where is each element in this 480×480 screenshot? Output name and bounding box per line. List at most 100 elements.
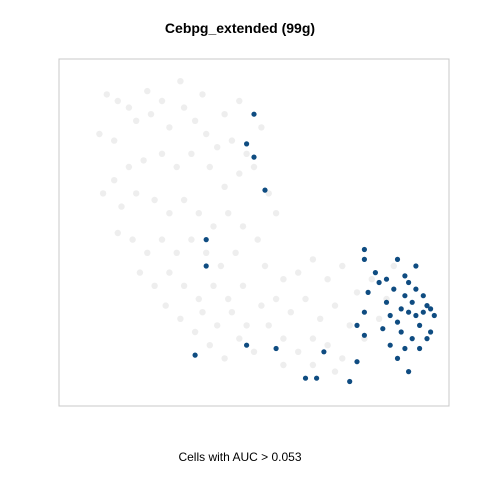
background-point [295, 269, 302, 276]
background-point [147, 111, 155, 118]
highlight-point [387, 312, 393, 319]
background-point [287, 309, 294, 316]
highlight-point [365, 289, 371, 295]
highlight-point [361, 256, 367, 262]
background-point [125, 104, 133, 111]
background-point [166, 124, 173, 131]
highlight-point [321, 349, 327, 355]
highlight-point [424, 303, 430, 309]
background-point [232, 249, 239, 256]
background-point [96, 130, 103, 138]
background-point [272, 210, 280, 217]
highlight-point [347, 378, 353, 385]
background-point [158, 97, 166, 105]
background-point [191, 117, 199, 125]
background-point [258, 302, 265, 309]
background-point [228, 137, 236, 144]
highlight-point [314, 375, 320, 381]
background-point [243, 150, 250, 157]
background-point [210, 223, 217, 230]
highlight-point [406, 279, 412, 286]
highlight-point [402, 273, 408, 279]
background-point [214, 322, 221, 329]
highlight-point [394, 319, 401, 325]
background-point [346, 322, 353, 329]
background-point [206, 342, 213, 349]
background-point [188, 150, 195, 157]
highlight-point [413, 286, 419, 292]
background-point [103, 91, 111, 98]
highlight-point [420, 293, 426, 299]
background-point [250, 348, 258, 355]
background-point [129, 236, 136, 243]
highlight-point [420, 309, 426, 315]
background-point [166, 269, 173, 276]
background-point [261, 262, 269, 270]
background-point [177, 315, 184, 322]
highlight-point [273, 345, 279, 352]
background-points-layer [96, 78, 397, 375]
highlight-point [417, 345, 423, 352]
highlight-point [262, 187, 268, 193]
background-point [195, 210, 202, 217]
highlight-point [192, 352, 198, 358]
background-point [225, 210, 232, 217]
background-point [390, 262, 397, 270]
background-point [180, 282, 188, 289]
background-point [375, 315, 383, 322]
background-point [250, 163, 258, 171]
highlight-point [361, 309, 367, 315]
background-point [280, 276, 287, 283]
background-point [221, 111, 228, 118]
background-point [151, 196, 158, 204]
background-point [151, 282, 158, 289]
highlight-point [417, 322, 423, 328]
highlight-point [424, 336, 430, 342]
background-point [265, 322, 272, 329]
background-point [228, 309, 236, 316]
background-point [195, 295, 202, 303]
background-point [158, 150, 166, 157]
background-point [180, 104, 188, 111]
background-point [368, 276, 375, 283]
highlight-point [361, 246, 367, 253]
highlight-point [251, 154, 257, 160]
background-point [217, 262, 225, 270]
highlight-point [354, 359, 360, 365]
plot-frame [58, 58, 450, 407]
highlight-point [203, 237, 209, 243]
background-point [144, 87, 151, 95]
background-point [191, 328, 199, 336]
x-axis-label: Cells with AUC > 0.053 [178, 450, 302, 464]
background-point [280, 361, 287, 369]
background-point [99, 190, 107, 197]
background-point [280, 335, 287, 342]
background-point [243, 322, 250, 329]
background-point [324, 342, 331, 349]
background-point [114, 97, 122, 105]
background-point [221, 355, 228, 362]
background-point [309, 361, 317, 369]
background-point [125, 163, 133, 171]
background-point [118, 203, 125, 210]
background-point [214, 144, 221, 151]
highlight-point [413, 263, 419, 269]
background-point [173, 249, 180, 256]
highlight-point [398, 306, 404, 312]
background-point [199, 309, 206, 316]
highlight-point [402, 293, 408, 299]
background-point [239, 282, 247, 289]
background-point [133, 117, 140, 125]
background-point [173, 163, 180, 171]
background-point [140, 157, 147, 164]
background-point [309, 335, 317, 342]
highlight-point [383, 276, 390, 282]
highlight-point [391, 286, 397, 292]
background-point [144, 249, 151, 256]
highlight-point [361, 332, 367, 338]
background-point [331, 368, 339, 375]
highlight-point [428, 329, 434, 335]
background-point [206, 163, 213, 171]
background-point [199, 91, 206, 98]
